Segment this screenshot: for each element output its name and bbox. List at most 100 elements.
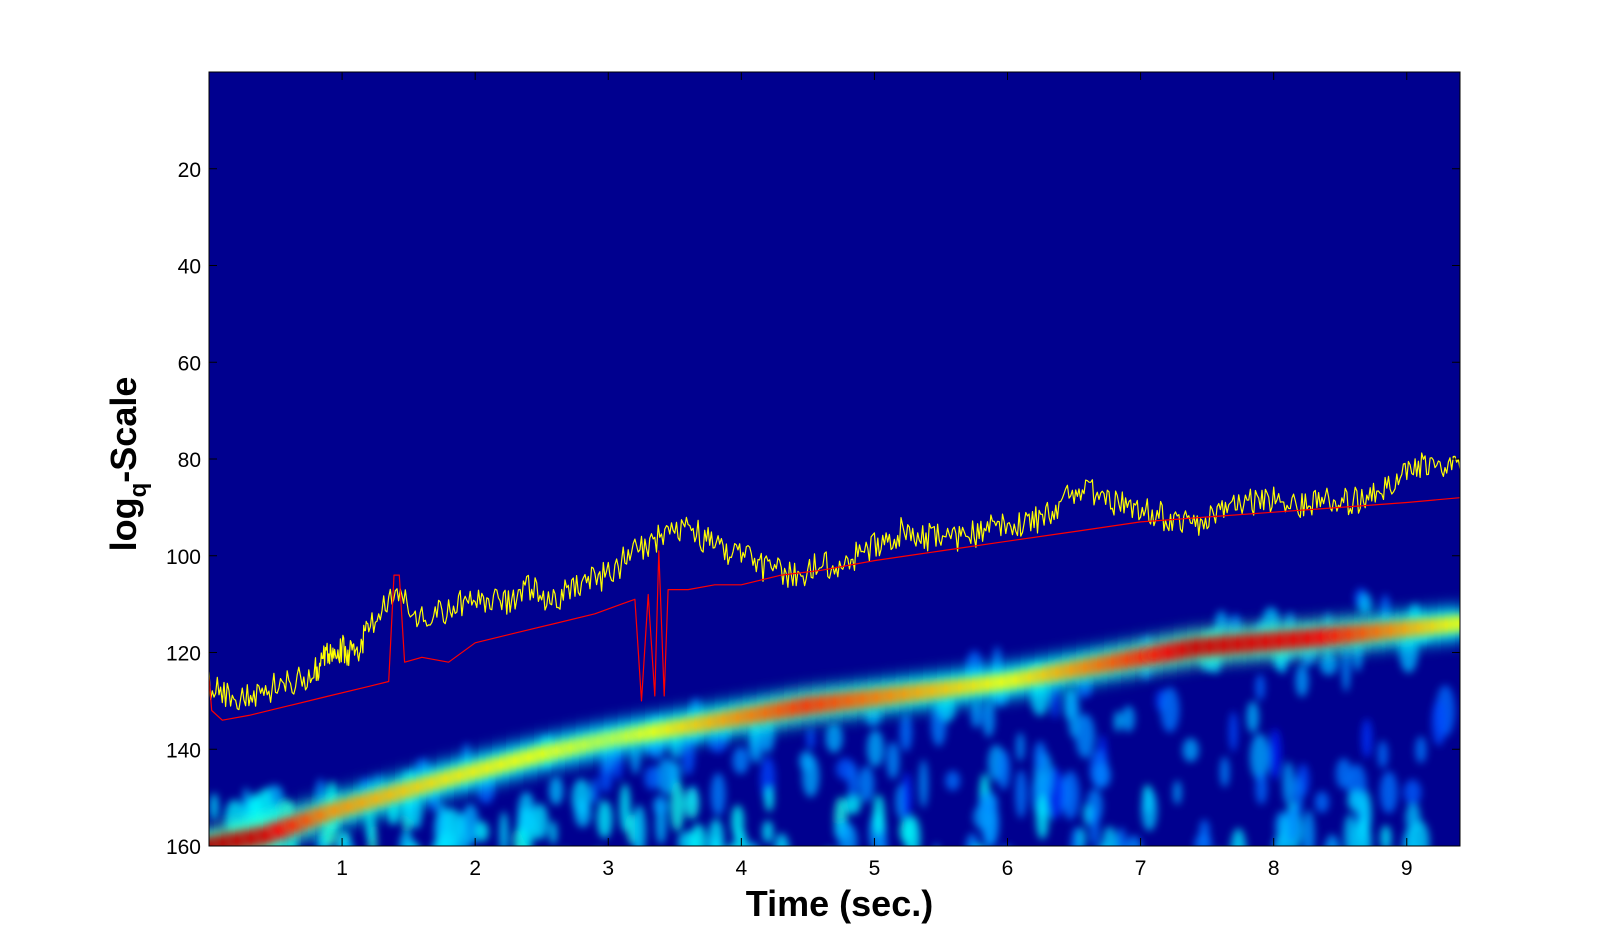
heatmap-noise-blob — [1089, 807, 1100, 846]
heatmap-noise-blob — [1431, 699, 1447, 746]
heatmap-noise-blob — [1341, 643, 1351, 692]
heatmap-noise-blob — [996, 749, 1011, 790]
heatmap-noise-blob — [690, 823, 707, 846]
heatmap-noise-blob — [732, 746, 749, 775]
heatmap-noise-blob — [1278, 856, 1295, 889]
heatmap-noise-blob — [1041, 857, 1049, 884]
heatmap-noise-blob — [1016, 732, 1025, 762]
heatmap-noise-blob — [1358, 593, 1372, 615]
heatmap-noise-blob — [1101, 826, 1118, 846]
heatmap-noise-blob — [1075, 713, 1095, 759]
heatmap-noise-blob — [1199, 819, 1210, 846]
heatmap-noise-blob — [1219, 756, 1230, 788]
heatmap-noise-blob — [336, 830, 353, 846]
y-tick-label: 160 — [166, 836, 201, 859]
heatmap-noise-blob — [1377, 740, 1388, 769]
heatmap-noise-blob — [918, 759, 929, 809]
y-tick-label: 20 — [178, 159, 201, 182]
heatmap-noise-blob — [406, 841, 419, 846]
y-tick-label: 100 — [166, 546, 201, 569]
heatmap-noise-blob — [399, 830, 414, 846]
heatmap-noise-blob — [1249, 733, 1270, 781]
heatmap-noise-blob — [619, 783, 631, 833]
heatmap-noise-blob — [1391, 848, 1400, 876]
heatmap-noise-blob — [1165, 853, 1175, 874]
x-tick-label: 3 — [602, 857, 614, 880]
heatmap-noise-blob — [670, 780, 685, 832]
trace-layer — [209, 452, 1460, 721]
heatmap-noise-blob — [1050, 676, 1060, 720]
heatmap-noise-blob — [1077, 826, 1086, 846]
heatmap-ridge-core — [1449, 616, 1460, 631]
heatmap-noise-blob — [1034, 741, 1047, 772]
heatmap-noise-blob — [1113, 710, 1122, 732]
x-tick-label: 4 — [735, 857, 747, 880]
heatmap-noise-blob — [945, 770, 961, 791]
heatmap-noise-blob — [1067, 690, 1080, 739]
heatmap-noise-blob — [1347, 789, 1366, 813]
heatmap-noise-blob — [1092, 762, 1111, 789]
series-line-1 — [209, 452, 1460, 711]
heatmap-noise-blob — [568, 859, 577, 889]
heatmap-noise-blob — [847, 762, 858, 799]
y-tick-label: 80 — [178, 449, 201, 472]
heatmap-noise-blob — [204, 848, 215, 891]
heatmap-noise-blob — [762, 820, 774, 844]
heatmap-noise-blob — [1084, 852, 1100, 890]
heatmap-noise-blob — [216, 858, 232, 892]
heatmap-noise-blob — [1314, 791, 1330, 813]
heatmap-noise-blob — [1212, 849, 1227, 894]
heatmap-layer — [204, 587, 1460, 894]
heatmap-noise-blob — [1076, 677, 1093, 699]
heatmap-noise-blob — [1415, 736, 1427, 764]
x-axis-title: Time (sec.) — [746, 883, 933, 924]
heatmap-noise-blob — [549, 776, 564, 806]
heatmap-noise-blob — [1060, 770, 1080, 820]
y-tick-label: 120 — [166, 643, 201, 666]
heatmap-noise-blob — [596, 800, 613, 839]
series-line-2 — [209, 497, 1460, 721]
heatmap-noise-blob — [764, 786, 774, 812]
heatmap-noise-blob — [1380, 825, 1392, 846]
y-axis-title: logq-Scale — [103, 377, 152, 552]
x-axis: 1 2 3 4 5 6 7 8 9 — [336, 72, 1413, 880]
heatmap-noise-blob — [517, 791, 535, 833]
heatmap-noise-blob — [549, 820, 558, 845]
heatmap-noise-blob — [1015, 769, 1027, 819]
y-axis-title-subscript: q — [125, 483, 152, 498]
heatmap-noise-blob — [899, 713, 913, 752]
heatmap-noise-blob — [886, 741, 900, 780]
heatmap-noise-blob — [1255, 771, 1268, 805]
y-tick-label: 40 — [178, 256, 201, 279]
heatmap-noise-blob — [1255, 673, 1265, 701]
heatmap-noise-blob — [732, 828, 749, 846]
heatmap-noise-blob — [1121, 705, 1135, 733]
y-tick-label: 140 — [166, 739, 201, 762]
heatmap-noise-blob — [872, 794, 885, 837]
y-axis-title-rest: -Scale — [103, 377, 144, 483]
x-tick-label: 6 — [1002, 857, 1014, 880]
heatmap-noise-blob — [1319, 653, 1338, 676]
heatmap-noise-blob — [315, 778, 326, 806]
heatmap-noise-blob — [653, 795, 668, 816]
heatmap-noise-blob — [858, 766, 875, 803]
heatmap-noise-blob — [970, 700, 982, 729]
y-tick-label: 60 — [178, 352, 201, 375]
heatmap-noise-blob — [520, 842, 531, 846]
heatmap-ridge — [209, 609, 1460, 846]
heatmap-noise-blob — [681, 730, 695, 776]
heatmap-noise-blob — [1160, 687, 1180, 733]
y-axis-title-main: log — [103, 497, 144, 551]
x-tick-label: 2 — [469, 857, 481, 880]
heatmap-noise-blob — [1293, 774, 1303, 817]
heatmap-noise-blob — [1099, 842, 1108, 846]
heatmap-noise-blob — [532, 803, 549, 840]
heatmap-noise-blob — [1324, 834, 1340, 846]
heatmap-noise-blob — [656, 757, 676, 795]
heatmap-noise-blob — [1403, 779, 1422, 806]
heatmap-noise-blob — [273, 843, 284, 846]
heatmap-noise-blob — [825, 723, 843, 753]
heatmap-noise-blob — [1230, 828, 1247, 846]
heatmap-noise-blob — [1035, 795, 1049, 840]
heatmap-noise-blob — [590, 777, 600, 805]
